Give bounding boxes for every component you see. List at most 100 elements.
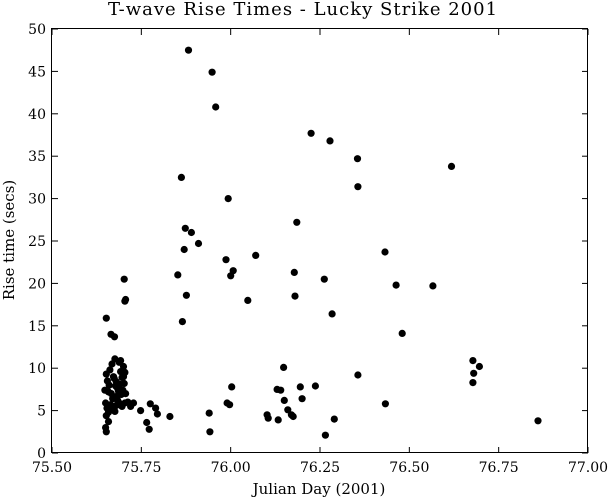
- plot-frame: [51, 28, 588, 453]
- x-tick-label: 76.25: [300, 460, 340, 476]
- data-point: [398, 329, 406, 337]
- data-point: [184, 46, 193, 54]
- y-tick-label: 5: [37, 404, 46, 420]
- data-point: [182, 291, 190, 299]
- data-point: [194, 239, 203, 248]
- data-point: [153, 410, 161, 418]
- data-point: [429, 282, 437, 290]
- y-tick-label: 35: [28, 149, 46, 165]
- data-point: [274, 416, 282, 424]
- data-point: [307, 129, 315, 137]
- data-point: [119, 362, 128, 371]
- data-point: [143, 418, 151, 427]
- data-point: [326, 137, 334, 145]
- x-tick-label: 76.75: [479, 460, 519, 476]
- data-point: [119, 373, 128, 381]
- x-axis-label: Julian Day (2001): [251, 480, 386, 498]
- data-point: [102, 412, 110, 420]
- data-point: [320, 275, 328, 283]
- data-point: [330, 415, 338, 423]
- data-point: [222, 256, 230, 264]
- x-tick-label: 76.00: [211, 460, 251, 476]
- data-point: [228, 383, 236, 391]
- data-point: [105, 381, 113, 389]
- data-point: [152, 404, 160, 412]
- x-axis: 75.50 75.75 76.00 76.25 76.50 76.75 77.00: [32, 29, 608, 476]
- data-point: [277, 386, 285, 394]
- data-point: [181, 224, 189, 232]
- data-point: [354, 183, 362, 191]
- y-tick-label: 25: [28, 234, 46, 250]
- data-point: [117, 357, 125, 365]
- data-point: [328, 310, 336, 318]
- data-point: [447, 162, 456, 170]
- data-point: [166, 412, 174, 421]
- data-point: [229, 267, 237, 275]
- y-tick-label: 40: [28, 107, 46, 123]
- data-points: [101, 46, 542, 439]
- data-point: [208, 68, 216, 76]
- y-tick-label: 15: [28, 319, 46, 335]
- data-point: [534, 417, 542, 425]
- data-point: [145, 425, 153, 433]
- data-point: [290, 268, 298, 276]
- data-point: [280, 396, 288, 404]
- data-point: [280, 363, 288, 371]
- data-point: [226, 401, 234, 409]
- data-point: [102, 428, 110, 436]
- x-tick-label: 76.50: [389, 460, 429, 476]
- data-point: [291, 292, 299, 300]
- data-point: [321, 431, 329, 439]
- data-point: [264, 414, 272, 422]
- data-point: [475, 362, 483, 371]
- data-point: [224, 195, 232, 203]
- data-point: [293, 218, 301, 226]
- data-point: [205, 409, 213, 417]
- data-point: [289, 412, 297, 421]
- data-point: [101, 386, 109, 394]
- chart-title: T-wave Rise Times - Lucky Strike 2001: [108, 0, 498, 20]
- data-point: [174, 271, 182, 279]
- data-point: [381, 400, 389, 408]
- data-point: [206, 428, 214, 436]
- data-point: [284, 406, 292, 414]
- y-axis-label: Rise time (secs): [0, 180, 18, 301]
- y-tick-label: 50: [28, 22, 46, 38]
- data-point: [137, 407, 145, 415]
- data-point: [146, 400, 154, 408]
- data-point: [122, 295, 130, 304]
- data-point: [110, 374, 118, 382]
- y-tick-label: 20: [28, 276, 46, 292]
- data-point: [354, 371, 362, 379]
- data-point: [252, 251, 260, 259]
- y-axis: 0 5 10 15 20 25 30 35 40 45 50: [28, 22, 588, 462]
- y-tick-label: 45: [28, 64, 46, 80]
- data-point: [470, 369, 478, 377]
- data-point: [102, 314, 110, 322]
- data-point: [122, 390, 130, 398]
- data-point: [244, 296, 252, 304]
- data-point: [129, 399, 138, 407]
- data-point: [120, 275, 128, 283]
- data-point: [177, 173, 185, 181]
- x-tick-label: 75.50: [32, 460, 72, 476]
- y-tick-label: 0: [37, 446, 46, 462]
- data-point: [469, 357, 477, 365]
- data-point: [110, 333, 119, 341]
- data-point: [296, 383, 304, 391]
- data-point: [106, 366, 114, 374]
- data-point: [104, 418, 113, 426]
- data-point: [111, 407, 119, 415]
- y-tick-label: 10: [28, 361, 46, 377]
- data-point: [353, 155, 362, 163]
- data-point: [114, 396, 122, 404]
- data-point: [180, 245, 188, 254]
- data-point: [469, 379, 477, 387]
- y-tick-label: 30: [28, 192, 46, 208]
- data-point: [311, 382, 319, 390]
- data-point: [120, 379, 128, 388]
- data-point: [392, 281, 400, 289]
- x-tick-label: 77.00: [568, 460, 608, 476]
